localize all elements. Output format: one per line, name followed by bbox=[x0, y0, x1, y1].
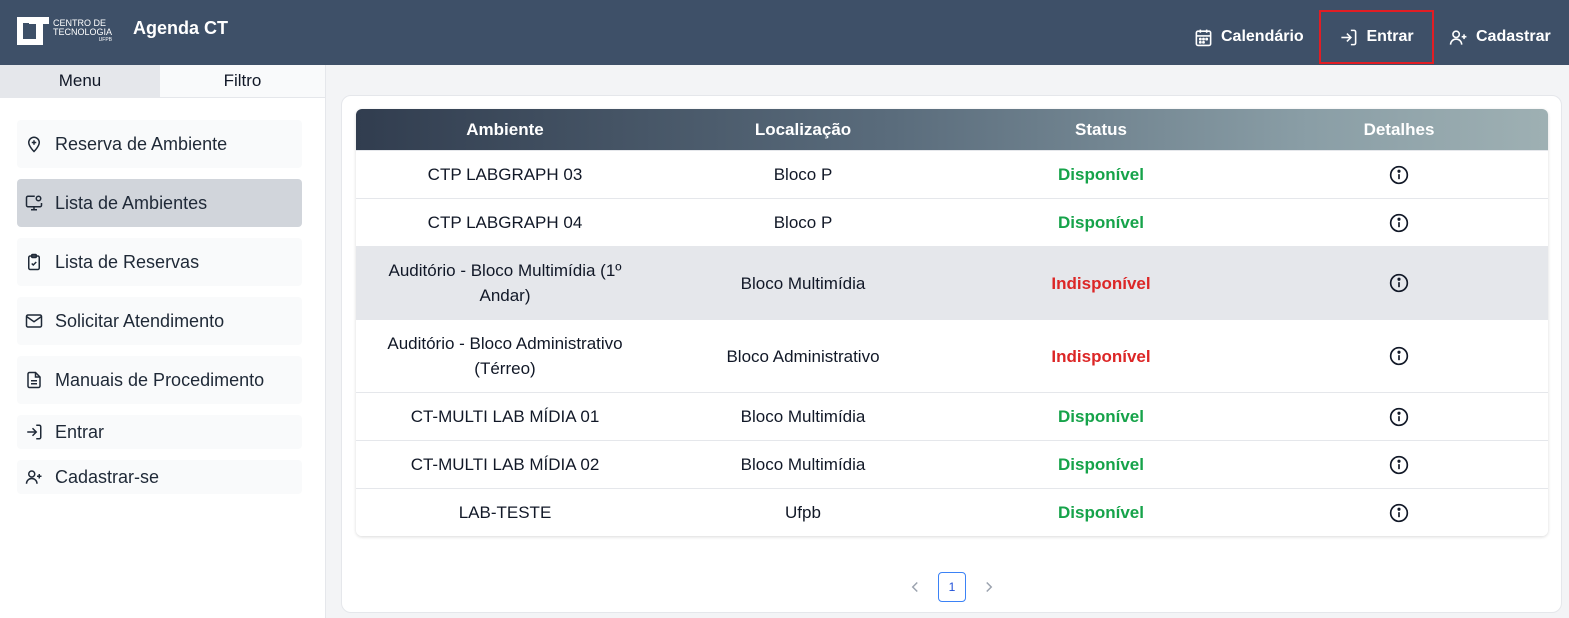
cell-detalhes bbox=[1250, 441, 1548, 488]
main-card: Ambiente Localização Status Detalhes CTP… bbox=[341, 95, 1562, 613]
logo-line-2: TECNOLOGIA bbox=[53, 27, 113, 37]
user-plus-icon bbox=[25, 470, 42, 484]
logo-line-1: CENTRO DE bbox=[53, 18, 107, 28]
column-header-ambiente: Ambiente bbox=[466, 119, 544, 139]
nav-register-label: Cadastrar bbox=[1476, 28, 1551, 45]
cell-detalhes bbox=[1250, 151, 1548, 198]
cell-localizacao: Bloco Administrativo bbox=[726, 346, 880, 366]
chevron-left-icon[interactable] bbox=[906, 578, 924, 596]
cell-detalhes bbox=[1250, 247, 1548, 319]
sidebar-item-lista-reservas[interactable]: Lista de Reservas bbox=[17, 238, 302, 286]
table-row: LAB-TESTE Ufpb Disponível bbox=[356, 488, 1548, 536]
cell-detalhes bbox=[1250, 393, 1548, 440]
cell-detalhes bbox=[1250, 489, 1548, 536]
info-icon[interactable] bbox=[1389, 455, 1409, 475]
sidebar-item-label: Cadastrar-se bbox=[55, 466, 160, 487]
cell-ambiente: Auditório - Bloco Administrativo (Térreo… bbox=[387, 334, 623, 378]
nav-calendar-link[interactable]: Calendário bbox=[1194, 10, 1304, 64]
cell-status: Disponível bbox=[1058, 503, 1144, 522]
table-row: CTP LABGRAPH 04 Bloco P Disponível bbox=[356, 198, 1548, 246]
chevron-right-icon[interactable] bbox=[980, 578, 998, 596]
top-header: CENTRO DE TECNOLOGIA UFPB Agenda CT Cale… bbox=[0, 0, 1569, 65]
sidebar-item-reserva-ambiente[interactable]: Reserva de Ambiente bbox=[17, 120, 302, 168]
calendar-icon bbox=[1195, 29, 1212, 46]
info-icon[interactable] bbox=[1389, 407, 1409, 427]
pagination: 1 bbox=[906, 572, 998, 602]
clipboard-icon bbox=[28, 253, 40, 271]
map-pin-icon bbox=[27, 136, 41, 153]
tab-menu[interactable]: Menu bbox=[0, 65, 160, 97]
app-title: Agenda CT bbox=[133, 18, 229, 38]
table-row: CT-MULTI LAB MÍDIA 02 Bloco Multimídia D… bbox=[356, 440, 1548, 488]
sidebar-item-label: Entrar bbox=[55, 421, 105, 442]
sidebar-item-lista-ambientes[interactable]: Lista de Ambientes bbox=[17, 179, 302, 227]
column-header-status: Status bbox=[1075, 119, 1127, 139]
monitor-icon bbox=[25, 195, 43, 211]
login-icon bbox=[27, 424, 42, 440]
table-header: Ambiente Localização Status Detalhes bbox=[356, 109, 1548, 150]
info-icon[interactable] bbox=[1389, 213, 1409, 233]
document-icon bbox=[27, 371, 41, 389]
cell-localizacao: Bloco Multimídia bbox=[740, 273, 866, 293]
nav-login-label: Entrar bbox=[1366, 28, 1414, 45]
cell-ambiente: CT-MULTI LAB MÍDIA 02 bbox=[410, 455, 600, 474]
table-row: CT-MULTI LAB MÍDIA 01 Bloco Multimídia D… bbox=[356, 392, 1548, 440]
cell-status: Disponível bbox=[1058, 213, 1144, 232]
sidebar-item-solicitar-atendimento[interactable]: Solicitar Atendimento bbox=[17, 297, 302, 345]
sidebar-item-label: Manuais de Procedimento bbox=[55, 369, 265, 390]
info-icon[interactable] bbox=[1389, 273, 1409, 293]
info-icon[interactable] bbox=[1389, 165, 1409, 185]
table-row: Auditório - Bloco Multimídia (1º Andar) … bbox=[356, 246, 1548, 319]
info-icon[interactable] bbox=[1389, 503, 1409, 523]
cell-localizacao: Bloco Multimídia bbox=[740, 455, 866, 474]
logo-text: CENTRO DE TECNOLOGIA UFPB bbox=[53, 18, 113, 44]
login-icon bbox=[1341, 29, 1357, 45]
nav-login-button[interactable]: Entrar bbox=[1319, 10, 1434, 64]
sidebar: Menu Filtro Reserva de Ambiente Lista de… bbox=[0, 65, 326, 618]
sidebar-item-entrar[interactable]: Entrar bbox=[17, 415, 302, 449]
cell-localizacao: Bloco P bbox=[773, 213, 833, 232]
sidebar-item-label: Lista de Reservas bbox=[55, 251, 200, 272]
cell-ambiente: CT-MULTI LAB MÍDIA 01 bbox=[410, 407, 600, 426]
sidebar-tabs: Menu Filtro bbox=[0, 65, 325, 98]
table-row: CTP LABGRAPH 03 Bloco P Disponível bbox=[356, 150, 1548, 198]
cell-status: Disponível bbox=[1058, 455, 1144, 474]
logo[interactable]: CENTRO DE TECNOLOGIA UFPB bbox=[17, 17, 112, 45]
cell-status: Disponível bbox=[1058, 165, 1144, 184]
info-icon[interactable] bbox=[1389, 346, 1409, 366]
logo-line-3: UFPB bbox=[98, 37, 113, 43]
nav-calendar-label: Calendário bbox=[1221, 28, 1304, 45]
cell-localizacao: Ufpb bbox=[785, 503, 821, 522]
cell-status: Disponível bbox=[1058, 407, 1144, 426]
environments-table: Ambiente Localização Status Detalhes CTP… bbox=[356, 109, 1548, 536]
sidebar-item-cadastrar[interactable]: Cadastrar-se bbox=[17, 460, 302, 494]
page-button-current[interactable]: 1 bbox=[938, 572, 966, 602]
sidebar-item-manuais[interactable]: Manuais de Procedimento bbox=[17, 356, 302, 404]
ct-logo-mark bbox=[17, 17, 49, 45]
cell-status: Indisponível bbox=[1051, 273, 1151, 293]
sidebar-item-label: Lista de Ambientes bbox=[55, 192, 208, 213]
user-plus-icon bbox=[1449, 29, 1467, 45]
table-row: Auditório - Bloco Administrativo (Térreo… bbox=[356, 319, 1548, 392]
cell-detalhes bbox=[1250, 320, 1548, 392]
sidebar-item-label: Reserva de Ambiente bbox=[55, 133, 228, 154]
cell-ambiente: LAB-TESTE bbox=[458, 503, 552, 522]
tab-filtro[interactable]: Filtro bbox=[160, 65, 325, 97]
nav-register-link[interactable]: Cadastrar bbox=[1449, 10, 1551, 64]
cell-ambiente: CTP LABGRAPH 04 bbox=[427, 213, 583, 232]
mail-icon bbox=[25, 314, 43, 328]
sidebar-menu: Reserva de Ambiente Lista de Ambientes L… bbox=[17, 120, 302, 505]
sidebar-item-label: Solicitar Atendimento bbox=[55, 310, 225, 331]
column-header-localizacao: Localização bbox=[754, 119, 852, 139]
cell-status: Indisponível bbox=[1051, 346, 1151, 366]
cell-ambiente: Auditório - Bloco Multimídia (1º Andar) bbox=[388, 261, 622, 305]
cell-localizacao: Bloco P bbox=[773, 165, 833, 184]
cell-localizacao: Bloco Multimídia bbox=[740, 407, 866, 426]
cell-detalhes bbox=[1250, 199, 1548, 246]
column-header-detalhes: Detalhes bbox=[1363, 119, 1435, 139]
cell-ambiente: CTP LABGRAPH 03 bbox=[427, 165, 583, 184]
